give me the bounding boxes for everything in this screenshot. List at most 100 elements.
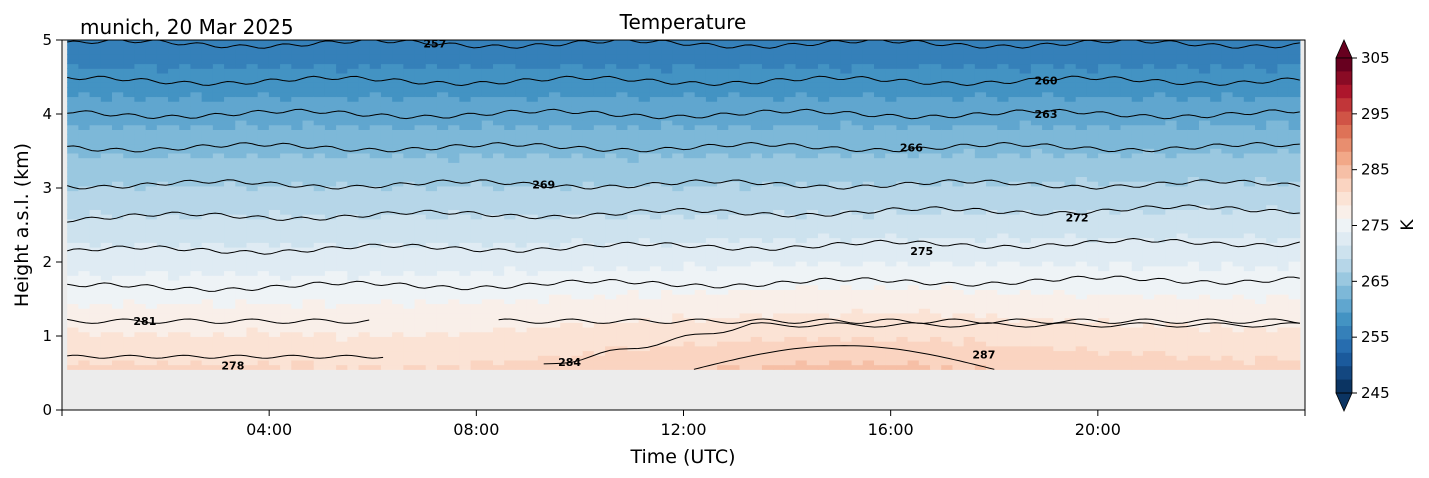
field-cell bbox=[795, 218, 808, 225]
field-cell bbox=[78, 359, 91, 366]
field-cell bbox=[683, 209, 696, 215]
field-cell bbox=[123, 195, 136, 201]
field-cell bbox=[302, 322, 315, 328]
field-cell bbox=[705, 171, 718, 178]
field-cell bbox=[616, 275, 629, 281]
field-cell bbox=[280, 82, 292, 88]
field-cell bbox=[291, 265, 304, 272]
field-cell bbox=[179, 303, 192, 309]
field-cell bbox=[112, 331, 124, 337]
field-cell bbox=[212, 162, 225, 168]
field-cell bbox=[761, 341, 774, 347]
field-cell bbox=[134, 143, 147, 149]
field-cell bbox=[560, 58, 573, 65]
field-cell bbox=[784, 298, 797, 305]
field-cell bbox=[717, 331, 729, 337]
field-cell bbox=[750, 190, 763, 196]
field-cell bbox=[302, 294, 315, 300]
field-cell bbox=[795, 58, 808, 65]
field-cell bbox=[313, 162, 326, 168]
field-cell bbox=[235, 44, 248, 50]
field-cell bbox=[392, 308, 404, 314]
field-cell bbox=[145, 119, 158, 126]
field-cell bbox=[380, 279, 393, 286]
field-cell bbox=[638, 237, 651, 243]
field-cell bbox=[212, 54, 225, 60]
field-cell bbox=[661, 143, 673, 149]
field-cell bbox=[224, 40, 236, 46]
field-cell bbox=[436, 322, 449, 328]
field-cell bbox=[392, 72, 404, 79]
field-cell bbox=[761, 237, 774, 243]
field-cell bbox=[168, 176, 180, 182]
field-cell bbox=[582, 204, 595, 210]
field-cell bbox=[593, 171, 606, 178]
field-cell bbox=[549, 138, 561, 145]
field-cell bbox=[705, 289, 718, 295]
field-cell bbox=[526, 96, 539, 102]
field-cell bbox=[369, 77, 382, 83]
field-cell bbox=[380, 303, 393, 309]
field-cell bbox=[481, 284, 494, 290]
field-cell bbox=[717, 246, 729, 253]
field-cell bbox=[638, 265, 651, 272]
field-cell bbox=[582, 148, 595, 154]
field-cell bbox=[493, 232, 505, 239]
field-cell bbox=[739, 345, 752, 352]
field-cell bbox=[661, 138, 673, 145]
field-cell bbox=[123, 242, 136, 248]
field-cell bbox=[336, 162, 348, 168]
field-cell bbox=[100, 185, 113, 192]
field-cell bbox=[728, 162, 741, 168]
field-cell bbox=[694, 298, 707, 305]
field-cell bbox=[840, 331, 853, 337]
field-cell bbox=[515, 115, 528, 121]
field-cell bbox=[369, 350, 382, 356]
field-cell bbox=[661, 199, 673, 206]
field-cell bbox=[549, 223, 561, 229]
field-cell bbox=[67, 171, 79, 178]
field-cell bbox=[380, 152, 393, 159]
field-cell bbox=[717, 157, 729, 163]
field-cell bbox=[829, 308, 841, 314]
field-cell bbox=[470, 54, 483, 60]
field-cell bbox=[605, 190, 617, 196]
field-cell bbox=[806, 87, 819, 93]
field-cell bbox=[470, 129, 483, 135]
field-cell bbox=[493, 119, 505, 126]
field-cell bbox=[638, 68, 651, 74]
field-cell bbox=[862, 355, 875, 361]
field-cell bbox=[470, 331, 483, 337]
field-cell bbox=[560, 87, 573, 93]
field-cell bbox=[436, 49, 449, 55]
field-cell bbox=[179, 58, 192, 65]
field-cell bbox=[493, 270, 505, 276]
field-cell bbox=[537, 298, 550, 305]
field-cell bbox=[313, 308, 326, 314]
field-cell bbox=[605, 308, 617, 314]
field-cell bbox=[134, 54, 147, 60]
field-cell bbox=[156, 308, 169, 314]
field-cell bbox=[515, 199, 528, 206]
field-cell bbox=[605, 77, 617, 83]
field-cell bbox=[380, 91, 393, 98]
field-cell bbox=[829, 162, 841, 168]
field-cell bbox=[728, 119, 741, 126]
field-cell bbox=[257, 162, 270, 168]
field-cell bbox=[582, 40, 595, 46]
field-cell bbox=[156, 284, 169, 290]
field-cell bbox=[526, 345, 539, 352]
field-cell bbox=[705, 58, 718, 65]
field-cell bbox=[190, 185, 203, 192]
field-cell bbox=[672, 256, 685, 262]
field-cell bbox=[224, 350, 236, 356]
field-cell bbox=[302, 185, 315, 192]
field-cell bbox=[212, 105, 225, 112]
field-cell bbox=[549, 91, 561, 98]
field-cell bbox=[661, 148, 673, 154]
field-cell bbox=[728, 284, 741, 290]
field-cell bbox=[560, 110, 573, 116]
field-cell bbox=[179, 124, 192, 130]
field-cell bbox=[784, 275, 797, 281]
field-cell bbox=[313, 364, 326, 370]
